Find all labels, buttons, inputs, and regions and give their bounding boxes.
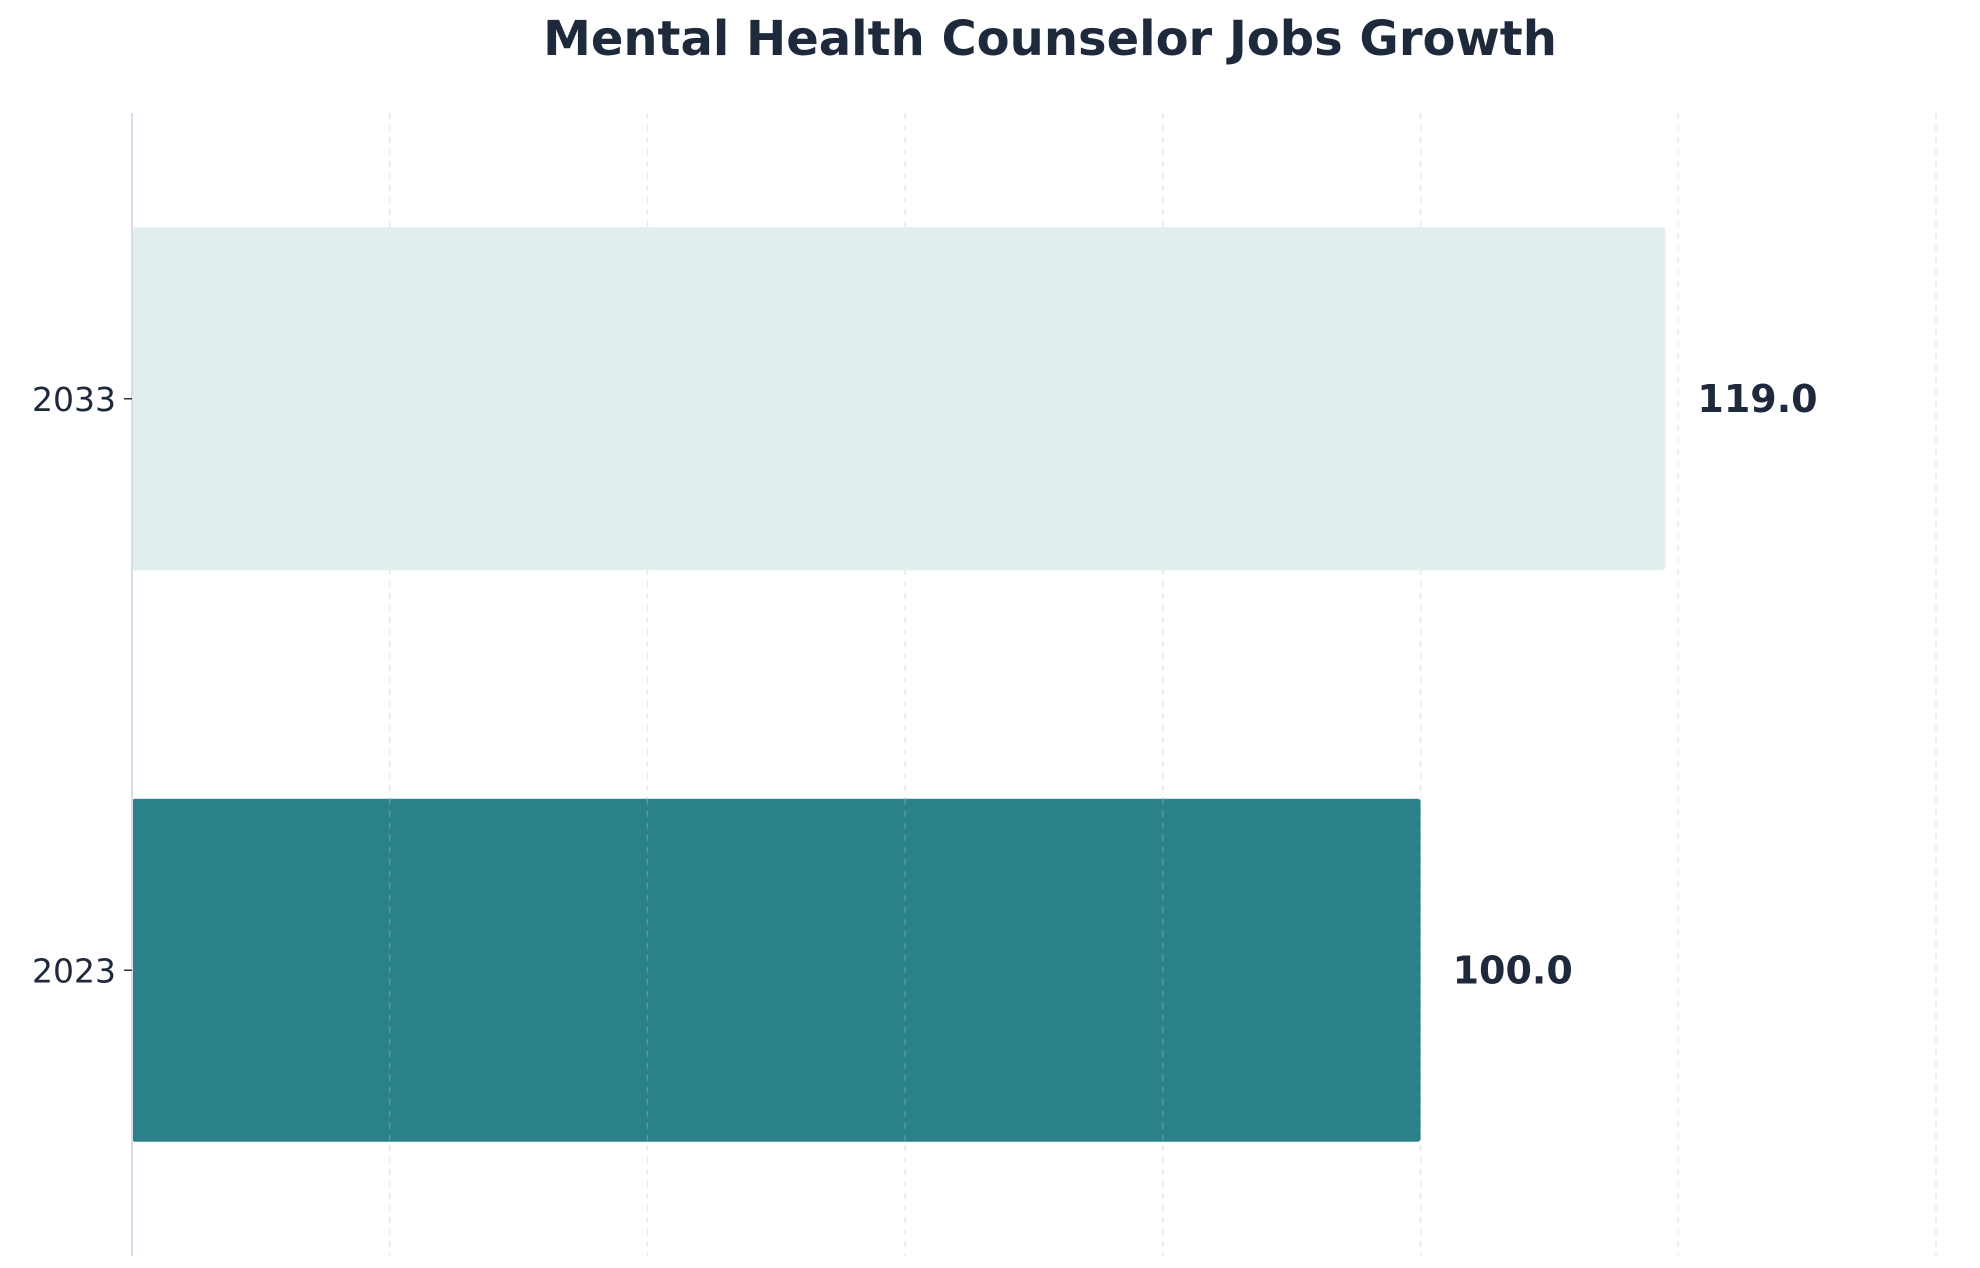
bar-2023 [132,798,1421,1142]
chart-title: Mental Health Counselor Jobs Growth [543,11,1557,67]
bar-2033 [132,227,1666,571]
y-tick-label: 2023 [32,951,116,990]
y-tick-label: 2033 [32,380,116,419]
bar-gridlines [388,227,1422,1142]
value-labels: 100.0 119.0 [1453,377,1818,993]
value-label: 119.0 [1697,377,1817,421]
value-label: 100.0 [1453,948,1573,992]
y-ticks: 2023 2033 [32,380,132,990]
bars [132,227,1666,1142]
